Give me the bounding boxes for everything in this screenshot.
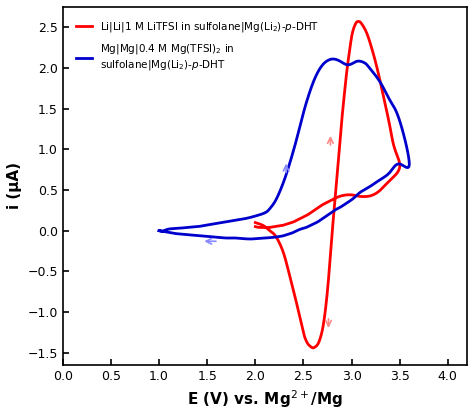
Legend: Li|Li|1 M LiTFSI in sulfolane|Mg(Li$_2$)-$p$-DHT, Mg|Mg|0.4 M Mg(TFSI)$_2$ in
su: Li|Li|1 M LiTFSI in sulfolane|Mg(Li$_2$)…	[72, 16, 324, 76]
Y-axis label: i (μA): i (μA)	[7, 163, 22, 209]
X-axis label: E (V) vs. Mg$^{2+}$/Mg: E (V) vs. Mg$^{2+}$/Mg	[187, 388, 343, 410]
